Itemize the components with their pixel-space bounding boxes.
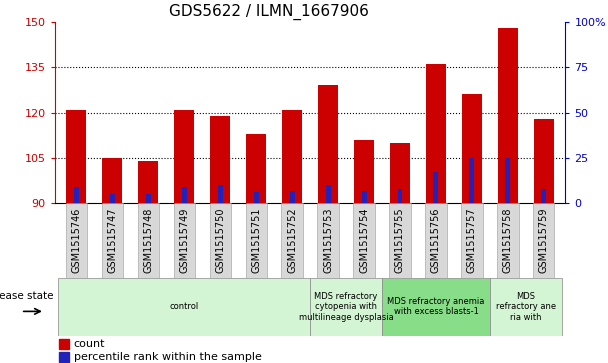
Title: GDS5622 / ILMN_1667906: GDS5622 / ILMN_1667906	[169, 4, 369, 20]
Bar	[289, 191, 294, 203]
Bar	[498, 28, 518, 203]
Text: GSM1515755: GSM1515755	[395, 208, 405, 273]
Bar	[74, 187, 79, 203]
Bar	[66, 110, 86, 203]
Bar	[139, 161, 158, 203]
Text: GSM1515759: GSM1515759	[539, 208, 549, 273]
Bar	[146, 194, 151, 203]
Bar	[246, 203, 267, 278]
Text: GSM1515757: GSM1515757	[467, 208, 477, 273]
Bar	[254, 192, 258, 203]
Bar	[110, 194, 115, 203]
Text: percentile rank within the sample: percentile rank within the sample	[74, 352, 261, 362]
Bar	[246, 134, 266, 203]
Text: MDS
refractory ane
ria with: MDS refractory ane ria with	[496, 292, 556, 322]
Bar	[137, 203, 159, 278]
Bar	[490, 278, 562, 336]
Bar	[382, 278, 490, 336]
Text: GSM1515751: GSM1515751	[251, 208, 261, 273]
Bar	[426, 203, 446, 278]
Bar	[353, 203, 375, 278]
Text: GSM1515754: GSM1515754	[359, 208, 369, 273]
Bar	[210, 115, 230, 203]
Bar	[505, 158, 510, 203]
Text: GSM1515756: GSM1515756	[431, 208, 441, 273]
Text: MDS refractory anemia
with excess blasts-1: MDS refractory anemia with excess blasts…	[387, 297, 485, 317]
Bar	[318, 85, 338, 203]
Bar	[102, 158, 122, 203]
Bar	[533, 203, 554, 278]
Bar	[310, 278, 382, 336]
Bar	[461, 203, 483, 278]
Bar	[58, 278, 310, 336]
Bar	[326, 185, 331, 203]
Text: GSM1515758: GSM1515758	[503, 208, 513, 273]
Text: count: count	[74, 339, 105, 349]
Bar	[398, 189, 402, 203]
Bar	[462, 94, 482, 203]
Bar	[58, 339, 69, 349]
Text: disease state: disease state	[0, 291, 54, 301]
Text: GSM1515748: GSM1515748	[143, 208, 153, 273]
Bar	[174, 110, 194, 203]
Bar	[58, 351, 69, 362]
Bar	[317, 203, 339, 278]
Bar	[541, 189, 547, 203]
Bar	[210, 203, 231, 278]
Text: GSM1515747: GSM1515747	[107, 208, 117, 273]
Bar	[66, 203, 87, 278]
Bar	[469, 158, 474, 203]
Text: GSM1515749: GSM1515749	[179, 208, 189, 273]
Bar	[174, 203, 195, 278]
Bar	[218, 185, 223, 203]
Bar	[282, 203, 303, 278]
Bar	[389, 203, 410, 278]
Text: GSM1515746: GSM1515746	[71, 208, 81, 273]
Text: GSM1515752: GSM1515752	[287, 208, 297, 273]
Bar	[102, 203, 123, 278]
Text: control: control	[170, 302, 199, 311]
Bar	[282, 110, 302, 203]
Bar	[426, 64, 446, 203]
Bar	[182, 187, 187, 203]
Bar	[390, 143, 410, 203]
Text: GSM1515753: GSM1515753	[323, 208, 333, 273]
Bar	[354, 140, 374, 203]
Text: MDS refractory
cytopenia with
multilineage dysplasia: MDS refractory cytopenia with multilinea…	[299, 292, 393, 322]
Bar	[362, 191, 367, 203]
Text: GSM1515750: GSM1515750	[215, 208, 225, 273]
Bar	[497, 203, 519, 278]
Bar	[534, 119, 554, 203]
Bar	[434, 172, 438, 203]
